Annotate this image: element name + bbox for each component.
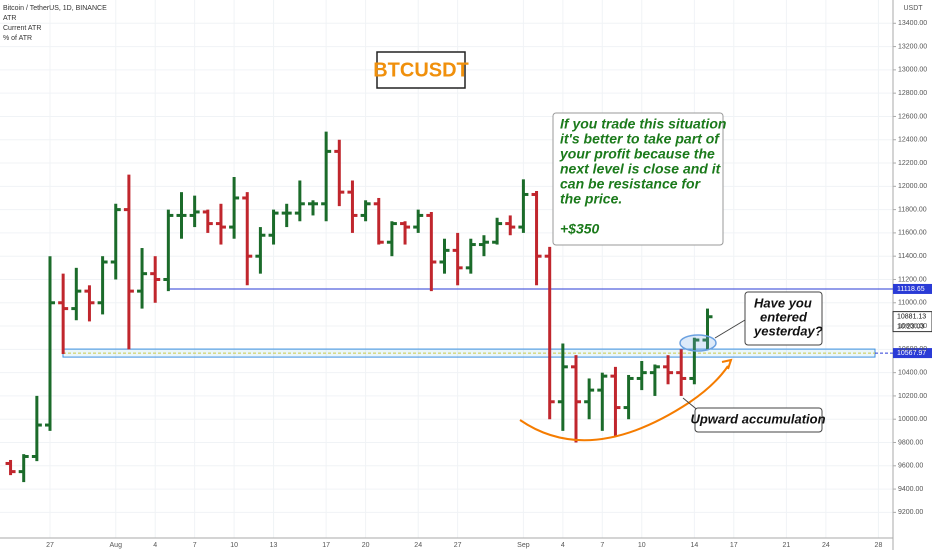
y-tick-label: 11800.00 [898, 206, 927, 213]
highlight-ellipse [679, 334, 717, 352]
x-tick-label: 13 [270, 542, 278, 549]
x-tick-label: 27 [46, 542, 54, 549]
x-tick-label: 7 [193, 542, 197, 549]
x-tick-label: 28 [875, 542, 883, 549]
y-tick-label: 11000.00 [898, 300, 927, 307]
header-line: ATR [3, 15, 16, 22]
price-tag [893, 283, 932, 294]
accumulation-box [694, 407, 823, 433]
x-tick-label: 17 [322, 542, 330, 549]
y-tick-label: 10600.00 [898, 346, 927, 353]
x-tick-label: 10 [230, 542, 238, 549]
question-line: Have you [754, 295, 812, 310]
price-tag-label: 11118.65 [897, 286, 925, 293]
callout-pointer [714, 319, 746, 339]
y-tick-label: 10000.00 [898, 416, 927, 423]
y-tick-label: 10800.00 [898, 323, 927, 330]
y-tick-label: 9400.00 [898, 486, 923, 493]
y-tick-label: 13000.00 [898, 67, 927, 74]
accumulation-label: Upward accumulation [690, 411, 825, 426]
x-tick-label: 27 [454, 542, 462, 549]
y-tick-label: 11400.00 [898, 253, 927, 260]
y-tick-label: 13400.00 [898, 20, 927, 27]
note-line: +$350 [560, 221, 600, 237]
x-tick-label: 17 [730, 542, 738, 549]
header-line: Current ATR [3, 25, 41, 32]
note-box [552, 112, 724, 246]
note-line: the price. [560, 191, 622, 207]
y-tick-label: 11600.00 [898, 230, 927, 237]
arrow-head [721, 358, 733, 370]
note-line: your profit because the [559, 146, 715, 162]
question-line: yesterday? [753, 323, 823, 338]
x-tick-label: Sep [517, 542, 530, 549]
levels [62, 283, 932, 359]
currency-label: USDT [903, 5, 923, 12]
note-line: can be resistance for [560, 176, 702, 192]
x-tick-label: 24 [822, 542, 830, 549]
x-tick-label: 7 [600, 542, 604, 549]
x-tick-label: 24 [414, 542, 422, 549]
y-tick-label: 9600.00 [898, 463, 923, 470]
price-tag-label: 10567.97 [897, 350, 926, 357]
accumulation-curve [519, 365, 729, 442]
question-box [744, 291, 823, 346]
countdown-label: 10:23:03 [897, 323, 924, 330]
question-line: entered [760, 309, 808, 324]
x-tick-label: 4 [561, 542, 565, 549]
y-tick-label: 12600.00 [898, 113, 927, 120]
bars [5, 131, 713, 483]
x-tick-label: Aug [110, 542, 123, 549]
y-tick-label: 13200.00 [898, 43, 927, 50]
y-tick-label: 12400.00 [898, 137, 927, 144]
grid [0, 0, 896, 538]
x-tick-label: 20 [362, 542, 370, 549]
x-tick-label: 10 [638, 542, 646, 549]
x-tick-label: 4 [153, 542, 157, 549]
y-tick-label: 9800.00 [898, 439, 923, 446]
x-tick-label: 14 [690, 542, 698, 549]
note-line: it's better to take part of [560, 131, 720, 147]
x-tick-label: 21 [783, 542, 791, 549]
price-tag [893, 348, 932, 359]
y-tick-label: 12800.00 [898, 90, 927, 97]
y-tick-label: 12200.00 [898, 160, 927, 167]
y-tick-label: 11200.00 [898, 276, 927, 283]
note-line: If you trade this situation [560, 116, 726, 132]
note-line: next level is close and it [560, 161, 722, 177]
symbol-box [376, 51, 466, 89]
y-tick-label: 12000.00 [898, 183, 927, 190]
header-line: % of ATR [3, 35, 32, 42]
y-tick-label: 10400.00 [898, 369, 927, 376]
header-line: Bitcoin / TetherUS, 1D, BINANCE [3, 5, 107, 12]
price-tag [892, 311, 932, 333]
symbol-label: BTCUSDT [373, 59, 469, 81]
y-tick-label: 9200.00 [898, 509, 923, 516]
price-tag-label: 10881.13 [897, 313, 926, 320]
header: Bitcoin / TetherUS, 1D, BINANCE ATR Curren… [3, 5, 107, 42]
y-tick-label: 10200.00 [898, 393, 927, 400]
